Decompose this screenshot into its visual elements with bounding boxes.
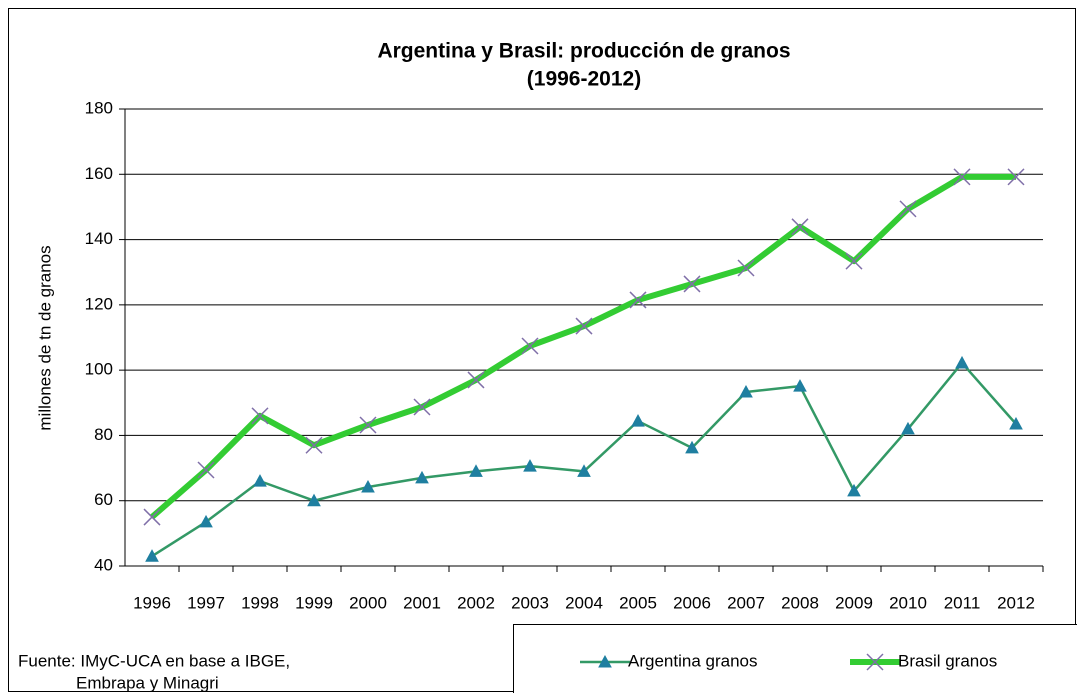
marker: [629, 291, 647, 309]
y-tick-label: 180: [85, 98, 113, 117]
marker: [866, 653, 884, 671]
y-tick-label: 120: [85, 294, 113, 313]
x-tick-label: 2005: [619, 593, 657, 612]
chart-title: Argentina y Brasil: producción de granos: [377, 40, 790, 63]
x-tick-label: 2009: [835, 593, 873, 612]
y-tick-label: 60: [94, 490, 113, 509]
y-axis-label: millones de tn de granos: [35, 245, 54, 430]
marker: [953, 168, 971, 186]
x-tick-label: 2002: [457, 593, 495, 612]
marker: [1009, 416, 1023, 430]
x-tick-label: 2008: [781, 593, 819, 612]
marker: [793, 379, 807, 392]
marker: [197, 461, 215, 479]
x-tick-label: 2007: [727, 593, 765, 612]
marker: [685, 440, 699, 454]
marker: [1007, 168, 1025, 186]
x-tick-label: 2001: [403, 593, 441, 612]
marker: [575, 317, 593, 335]
x-tick-label: 2004: [565, 593, 603, 612]
marker: [739, 384, 753, 398]
marker: [359, 416, 377, 434]
marker: [899, 200, 917, 218]
marker: [413, 398, 431, 416]
chart-title: (1996-2012): [527, 68, 641, 91]
marker: [955, 355, 969, 369]
marker: [737, 259, 755, 277]
chart-border: [8, 8, 1076, 692]
x-tick-label: 1998: [241, 593, 279, 612]
marker: [305, 436, 323, 454]
marker: [577, 464, 591, 477]
x-tick-label: 2000: [349, 593, 387, 612]
marker: [847, 483, 861, 497]
legend-label: Argentina granos: [628, 651, 757, 670]
x-tick-label: 2006: [673, 593, 711, 612]
y-tick-label: 40: [94, 555, 113, 574]
marker: [467, 371, 485, 389]
legend-label: Brasil granos: [898, 651, 997, 670]
y-tick-label: 140: [85, 229, 113, 248]
marker: [791, 218, 809, 236]
x-tick-label: 2003: [511, 593, 549, 612]
x-tick-label: 1996: [133, 593, 171, 612]
marker: [307, 493, 321, 507]
marker: [598, 654, 612, 668]
marker: [199, 514, 213, 528]
marker: [253, 474, 267, 487]
x-tick-label: 2010: [889, 593, 927, 612]
y-tick-label: 80: [94, 425, 113, 444]
y-tick-label: 160: [85, 164, 113, 183]
marker: [361, 479, 375, 493]
marker: [469, 464, 483, 477]
source: Embrapa y Minagri: [76, 673, 219, 692]
marker: [631, 414, 645, 427]
marker: [415, 470, 429, 484]
marker: [143, 508, 161, 526]
x-tick-label: 1999: [295, 593, 333, 612]
marker: [845, 252, 863, 270]
x-tick-label: 2012: [997, 593, 1035, 612]
source: Fuente: IMyC-UCA en base a IBGE,: [18, 651, 290, 670]
marker: [523, 459, 537, 472]
y-tick-label: 100: [85, 360, 113, 379]
marker: [901, 421, 915, 435]
marker: [521, 337, 539, 355]
x-tick-label: 2011: [944, 593, 981, 612]
marker: [683, 275, 701, 293]
marker: [145, 549, 159, 562]
x-tick-label: 1997: [187, 593, 225, 612]
marker: [251, 407, 269, 425]
legend-box: [513, 624, 1077, 693]
